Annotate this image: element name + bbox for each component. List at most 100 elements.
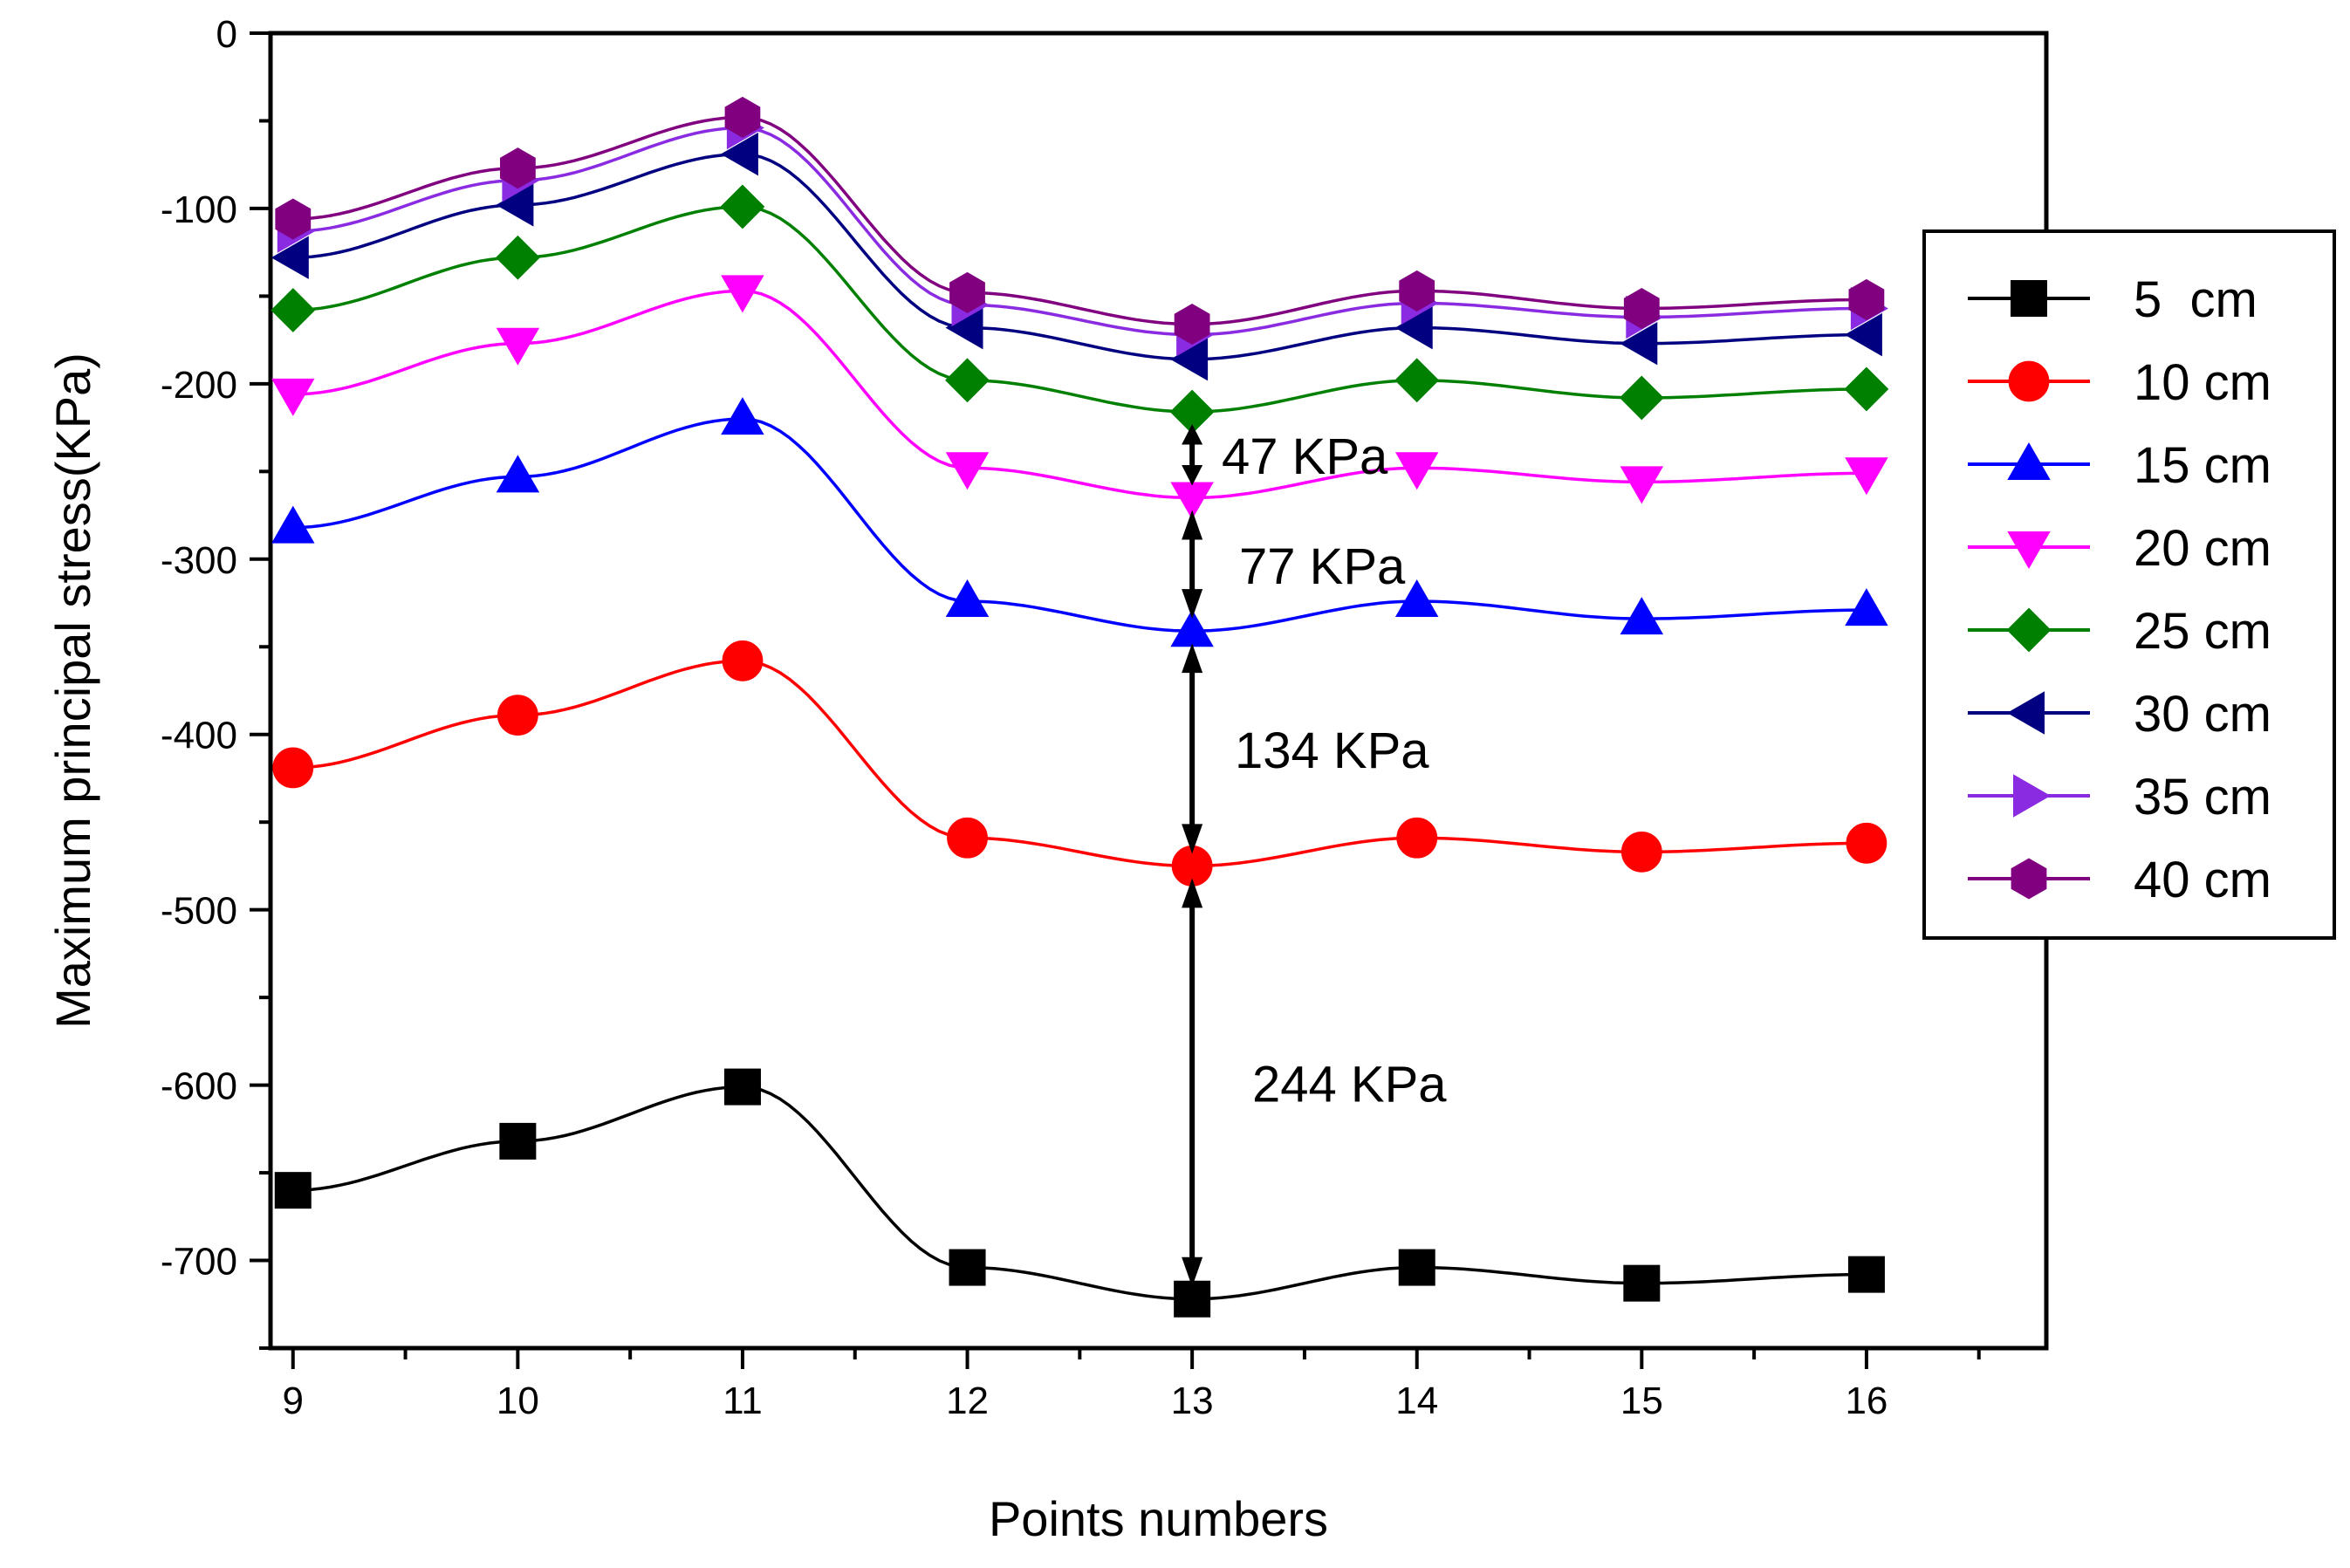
- legend-label: 15 cm: [2134, 437, 2271, 494]
- data-point: [1174, 1280, 1211, 1318]
- data-point: [1844, 366, 1889, 412]
- series-2: [271, 397, 1888, 647]
- annotation-arrowhead: [1182, 1256, 1203, 1287]
- legend-label: 30 cm: [2134, 686, 2271, 743]
- data-point: [1396, 817, 1438, 859]
- y-tick-label: -600: [161, 1065, 237, 1108]
- x-tick-label: 13: [1171, 1380, 1214, 1422]
- legend-item: 25 cm: [1968, 603, 2271, 660]
- annotation-label: 134 KPa: [1235, 722, 1429, 779]
- data-point: [274, 1172, 312, 1209]
- series-1: [272, 640, 1888, 887]
- data-point: [1848, 278, 1885, 320]
- series-line: [292, 289, 1867, 500]
- y-tick-label: -400: [161, 715, 237, 757]
- legend-item: 5 cm: [1968, 271, 2258, 328]
- data-point: [1394, 305, 1433, 350]
- y-tick-label: -700: [161, 1241, 237, 1284]
- data-point: [949, 271, 985, 313]
- data-point: [495, 235, 540, 280]
- y-tick-label: -100: [161, 188, 237, 231]
- series-line: [292, 126, 1867, 337]
- annotation-arrowhead: [1182, 643, 1203, 674]
- annotation-3: 244 KPa: [1182, 878, 1447, 1287]
- legend-marker: [2006, 691, 2045, 735]
- legend-marker: [2007, 442, 2051, 480]
- data-point: [1623, 1264, 1661, 1302]
- series-line: [292, 659, 1867, 868]
- data-point: [945, 358, 990, 403]
- data-point: [721, 397, 764, 435]
- data-point: [721, 275, 764, 313]
- series-7: [275, 96, 1885, 346]
- y-tick-label: -500: [161, 890, 237, 933]
- x-tick-label: 9: [283, 1380, 304, 1422]
- x-tick-label: 14: [1395, 1380, 1438, 1422]
- annotation-arrowhead: [1182, 464, 1203, 486]
- series-group: [271, 96, 1889, 1318]
- plot-frame: [268, 31, 2049, 1351]
- legend-marker: [2006, 607, 2052, 653]
- data-point: [1399, 270, 1435, 312]
- data-point: [945, 579, 990, 617]
- data-point: [271, 288, 316, 332]
- series-line: [292, 152, 1867, 361]
- legend-marker: [2008, 360, 2050, 402]
- legend-marker: [2011, 858, 2047, 900]
- series-0: [274, 1068, 1885, 1318]
- legend: 5 cm 10 cm 15 cm 20 cm 25 cm 30 cm 35 cm 40 cm: [1922, 229, 2336, 940]
- annotation-arrowhead: [1182, 589, 1203, 620]
- legend-marker: [2007, 531, 2051, 570]
- data-point: [1847, 1256, 1885, 1293]
- annotation-arrowhead: [1182, 878, 1203, 908]
- legend-label: 40 cm: [2134, 852, 2271, 908]
- legend-label: 25 cm: [2134, 603, 2271, 660]
- series-line: [292, 115, 1867, 326]
- data-point: [496, 183, 534, 227]
- legend-label: 5 cm: [2134, 271, 2258, 328]
- legend-label: 10 cm: [2134, 354, 2271, 411]
- axes-group: 9 10 11 12 13 14 15 16 0 -100 -200 -300 -400 -500 -600…: [161, 13, 2049, 1422]
- data-point: [724, 96, 761, 138]
- series-4: [271, 184, 1889, 435]
- data-point: [271, 236, 309, 279]
- data-point: [275, 198, 312, 240]
- legend-box: [1922, 229, 2336, 940]
- annotation-0: 47 KPa: [1182, 424, 1388, 486]
- legend-marker: [2011, 280, 2047, 317]
- series-line: [292, 205, 1867, 414]
- data-point: [1846, 822, 1888, 864]
- series-line: [292, 1085, 1867, 1301]
- data-point: [949, 1249, 986, 1286]
- legend-item: 40 cm: [1968, 852, 2271, 908]
- data-point: [500, 147, 536, 189]
- annotation-arrowhead: [1182, 510, 1203, 540]
- data-point: [722, 640, 764, 681]
- annotation-label: 47 KPa: [1222, 428, 1388, 485]
- data-point: [720, 132, 758, 176]
- legend-label: 20 cm: [2134, 520, 2271, 577]
- legend-item: 10 cm: [1968, 354, 2271, 411]
- data-point: [496, 327, 540, 366]
- annotation-label: 244 KPa: [1252, 1057, 1447, 1113]
- data-point: [1174, 303, 1210, 346]
- data-point: [1620, 321, 1658, 366]
- data-point: [1394, 452, 1439, 490]
- x-tick-label: 11: [723, 1380, 763, 1422]
- y-tick-label: -200: [161, 364, 237, 407]
- annotation-label: 77 KPa: [1239, 538, 1406, 595]
- legend-label: 35 cm: [2134, 769, 2271, 825]
- data-point: [945, 452, 990, 490]
- annotation-1: 77 KPa: [1182, 510, 1406, 620]
- x-tick-label: 16: [1845, 1380, 1888, 1422]
- legend-marker: [2013, 774, 2052, 818]
- data-point: [271, 505, 315, 544]
- data-point: [1845, 588, 1888, 627]
- legend-item: 30 cm: [1968, 686, 2271, 743]
- data-point: [499, 1122, 537, 1160]
- data-point: [1623, 287, 1660, 330]
- data-point: [271, 378, 315, 416]
- annotation-2: 134 KPa: [1182, 643, 1429, 854]
- annotation-arrowhead: [1182, 424, 1203, 445]
- x-tick-label: 15: [1620, 1380, 1663, 1422]
